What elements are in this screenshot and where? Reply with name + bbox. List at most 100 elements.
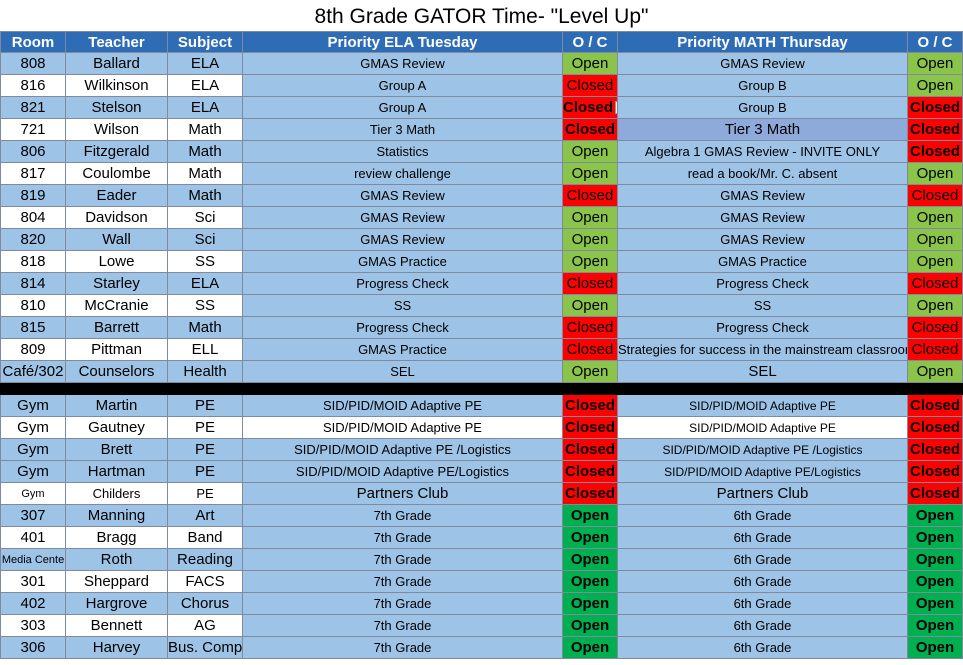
ela-cell[interactable]: Progress Check xyxy=(242,272,563,295)
header-teacher[interactable]: Teacher xyxy=(65,31,168,53)
subject-cell[interactable]: ELA xyxy=(167,52,243,75)
subject-cell[interactable]: Math xyxy=(167,118,243,141)
teacher-cell[interactable]: Childers xyxy=(65,482,168,505)
subject-cell[interactable]: Chorus xyxy=(167,592,243,615)
subject-cell[interactable]: ELA xyxy=(167,74,243,97)
teacher-cell[interactable]: Barrett xyxy=(65,316,168,339)
ela-cell[interactable]: 7th Grade xyxy=(242,526,563,549)
subject-cell[interactable]: PE xyxy=(167,482,243,505)
teacher-cell[interactable]: Pittman xyxy=(65,338,168,361)
room-cell[interactable]: 301 xyxy=(0,570,66,593)
subject-cell[interactable]: ELA xyxy=(167,272,243,295)
subject-cell[interactable]: Math xyxy=(167,140,243,163)
teacher-cell[interactable]: Ballard xyxy=(65,52,168,75)
teacher-cell[interactable]: Eader xyxy=(65,184,168,207)
teacher-cell[interactable]: Harvey xyxy=(65,636,168,659)
oc-ela-cell[interactable]: Open xyxy=(562,636,618,659)
teacher-cell[interactable]: Counselors xyxy=(65,360,168,383)
math-cell[interactable]: SID/PID/MOID Adaptive PE xyxy=(617,416,908,439)
oc-ela-cell[interactable]: Open xyxy=(562,162,618,185)
teacher-cell[interactable]: Martin xyxy=(65,394,168,417)
ela-cell[interactable]: GMAS Practice xyxy=(242,338,563,361)
room-cell[interactable]: Gym xyxy=(0,416,66,439)
ela-cell[interactable]: 7th Grade xyxy=(242,592,563,615)
room-cell[interactable]: 809 xyxy=(0,338,66,361)
ela-cell[interactable]: Group A xyxy=(242,96,563,119)
oc-ela-cell[interactable]: Open xyxy=(562,250,618,273)
math-cell[interactable]: Partners Club xyxy=(617,482,908,505)
room-cell[interactable]: 819 xyxy=(0,184,66,207)
teacher-cell[interactable]: Davidson xyxy=(65,206,168,229)
math-cell[interactable]: Group B xyxy=(617,96,908,119)
subject-cell[interactable]: Band xyxy=(167,526,243,549)
teacher-cell[interactable]: Bragg xyxy=(65,526,168,549)
subject-cell[interactable]: PE xyxy=(167,416,243,439)
ela-cell[interactable]: GMAS Practice xyxy=(242,250,563,273)
header-room[interactable]: Room xyxy=(0,31,66,53)
room-cell[interactable]: 814 xyxy=(0,272,66,295)
ela-cell[interactable]: 7th Grade xyxy=(242,548,563,571)
math-cell[interactable]: 6th Grade xyxy=(617,526,908,549)
oc-math-cell[interactable]: Closed xyxy=(907,460,963,483)
ela-cell[interactable]: SID/PID/MOID Adaptive PE/Logistics xyxy=(242,460,563,483)
oc-ela-cell[interactable]: Closed xyxy=(562,118,618,141)
subject-cell[interactable]: ELA xyxy=(167,96,243,119)
ela-cell[interactable]: Statistics xyxy=(242,140,563,163)
subject-cell[interactable]: SS xyxy=(167,250,243,273)
subject-cell[interactable]: Sci xyxy=(167,206,243,229)
room-cell[interactable]: 810 xyxy=(0,294,66,317)
teacher-cell[interactable]: Stelson xyxy=(65,96,168,119)
oc-math-cell[interactable]: Open xyxy=(907,74,963,97)
ela-cell[interactable]: 7th Grade xyxy=(242,614,563,637)
teacher-cell[interactable]: Starley xyxy=(65,272,168,295)
ela-cell[interactable]: SS xyxy=(242,294,563,317)
room-cell[interactable]: Gym xyxy=(0,482,66,505)
oc-math-cell[interactable]: Open xyxy=(907,52,963,75)
oc-ela-cell[interactable]: Open xyxy=(562,548,618,571)
oc-ela-cell[interactable]: Closed▼ xyxy=(562,96,618,119)
oc-ela-cell[interactable]: Open xyxy=(562,592,618,615)
room-cell[interactable]: Media Cente xyxy=(0,548,66,571)
room-cell[interactable]: 820 xyxy=(0,228,66,251)
subject-cell[interactable]: PE xyxy=(167,394,243,417)
ela-cell[interactable]: Partners Club xyxy=(242,482,563,505)
oc-math-cell[interactable]: Open xyxy=(907,636,963,659)
math-cell[interactable]: GMAS Review xyxy=(617,206,908,229)
room-cell[interactable]: 817 xyxy=(0,162,66,185)
teacher-cell[interactable]: McCranie xyxy=(65,294,168,317)
room-cell[interactable]: Café/302 xyxy=(0,360,66,383)
subject-cell[interactable]: PE xyxy=(167,438,243,461)
math-cell[interactable]: SID/PID/MOID Adaptive PE/Logistics xyxy=(617,460,908,483)
room-cell[interactable]: 818 xyxy=(0,250,66,273)
subject-cell[interactable]: Bus. Comp xyxy=(167,636,243,659)
ela-cell[interactable]: review challenge xyxy=(242,162,563,185)
ela-cell[interactable]: 7th Grade xyxy=(242,504,563,527)
oc-math-cell[interactable]: Closed xyxy=(907,316,963,339)
oc-ela-cell[interactable]: Closed xyxy=(562,438,618,461)
header-subject[interactable]: Subject xyxy=(167,31,243,53)
math-cell[interactable]: 6th Grade xyxy=(617,592,908,615)
room-cell[interactable]: 402 xyxy=(0,592,66,615)
oc-ela-cell[interactable]: Closed xyxy=(562,74,618,97)
header-priority-math[interactable]: Priority MATH Thursday xyxy=(617,31,908,53)
oc-ela-cell[interactable]: Open xyxy=(562,570,618,593)
subject-cell[interactable]: FACS xyxy=(167,570,243,593)
room-cell[interactable]: 806 xyxy=(0,140,66,163)
oc-math-cell[interactable]: Closed xyxy=(907,96,963,119)
math-cell[interactable]: Tier 3 Math xyxy=(617,118,908,141)
math-cell[interactable]: read a book/Mr. C. absent xyxy=(617,162,908,185)
subject-cell[interactable]: AG xyxy=(167,614,243,637)
oc-math-cell[interactable]: Open xyxy=(907,548,963,571)
teacher-cell[interactable]: Wilkinson xyxy=(65,74,168,97)
oc-ela-cell[interactable]: Open xyxy=(562,504,618,527)
oc-math-cell[interactable]: Open xyxy=(907,504,963,527)
oc-ela-cell[interactable]: Closed xyxy=(562,184,618,207)
ela-cell[interactable]: Progress Check xyxy=(242,316,563,339)
subject-cell[interactable]: Math xyxy=(167,316,243,339)
math-cell[interactable]: SID/PID/MOID Adaptive PE xyxy=(617,394,908,417)
oc-math-cell[interactable]: Open xyxy=(907,592,963,615)
ela-cell[interactable]: GMAS Review xyxy=(242,184,563,207)
math-cell[interactable]: SEL xyxy=(617,360,908,383)
oc-ela-cell[interactable]: Open xyxy=(562,140,618,163)
math-cell[interactable]: Algebra 1 GMAS Review - INVITE ONLY xyxy=(617,140,908,163)
